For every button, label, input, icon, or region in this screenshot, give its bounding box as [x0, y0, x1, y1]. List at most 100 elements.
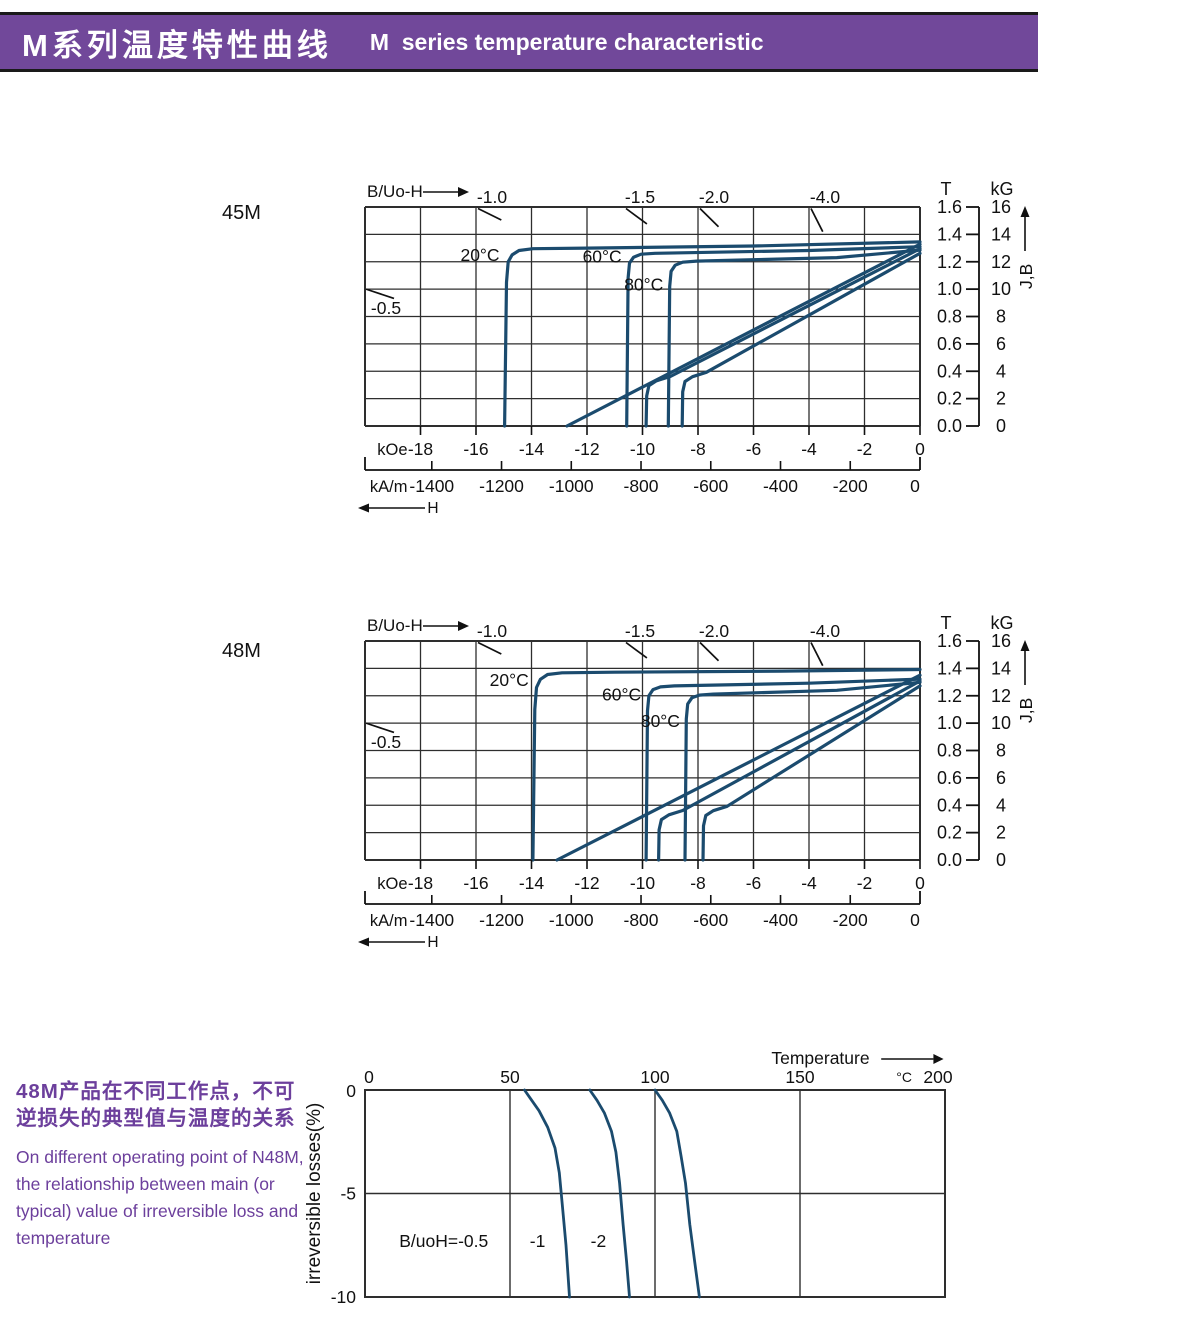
tesla-tick-label: 0.0 — [937, 850, 962, 870]
chart-grade-label-48m: 48M — [222, 640, 261, 662]
right-arrowhead — [458, 187, 469, 197]
load-line-stub — [810, 208, 824, 233]
gauss-tick-label: 12 — [991, 252, 1011, 272]
tesla-tick-label: 0.4 — [937, 361, 962, 381]
temperature-tick-label: 150 — [785, 1067, 814, 1087]
page-title-chinese: M系列温度特性曲线 — [22, 27, 332, 63]
up-arrowhead — [1020, 640, 1030, 651]
left-arrowhead — [358, 503, 369, 513]
koe-tick-label: -6 — [746, 439, 762, 459]
tesla-tick-label: 0.8 — [937, 741, 962, 761]
kam-tick-label: 0 — [910, 476, 920, 496]
demag-curve — [666, 248, 922, 428]
demag-curve — [644, 677, 922, 862]
kam-tick-label: -400 — [763, 476, 798, 496]
koe-unit-label: kOe — [377, 441, 407, 459]
tesla-tick-label: 0.2 — [937, 389, 962, 409]
temperature-tick-label: 0 — [364, 1067, 374, 1087]
tesla-tick-label: 1.4 — [937, 658, 962, 678]
koe-tick-label: -18 — [408, 873, 433, 893]
celsius-unit-label: °C — [896, 1069, 912, 1085]
koe-tick-label: -4 — [801, 439, 817, 459]
tesla-tick-label: 1.6 — [937, 197, 962, 217]
right-arrowhead — [933, 1054, 944, 1064]
left-arrowhead — [358, 937, 369, 947]
temperature-curve-label: 60°C — [583, 246, 622, 266]
load-line-label: -4.0 — [810, 187, 840, 207]
temperature-tick-label: 50 — [500, 1067, 520, 1087]
load-line-stub — [625, 207, 648, 225]
demag-curve — [701, 684, 922, 862]
koe-tick-label: -4 — [801, 873, 817, 893]
temperature-curve-label: 80°C — [624, 274, 663, 294]
kam-tick-label: -1000 — [549, 910, 594, 930]
gauss-tick-label: 0 — [996, 416, 1006, 436]
koe-tick-label: -14 — [519, 439, 545, 459]
kam-tick-label: -1200 — [479, 910, 524, 930]
tesla-tick-label: 0.2 — [937, 823, 962, 843]
kam-unit-label: kA/m — [370, 912, 408, 930]
loss-axis-label: irreversible losses(%) — [304, 1103, 325, 1285]
kam-tick-label: -200 — [833, 910, 868, 930]
koe-tick-label: 0 — [915, 873, 925, 893]
description-english: On different operating point of N48M, th… — [16, 1144, 328, 1252]
up-arrowhead — [1020, 206, 1030, 217]
gauss-tick-label: 0 — [996, 850, 1006, 870]
loss-tick-label: 0 — [346, 1081, 356, 1101]
loss-curve-label: -1 — [530, 1231, 546, 1251]
gauss-tick-label: 14 — [991, 658, 1011, 678]
loss-chart-description: 48M产品在不同工作点，不可 逆损失的典型值与温度的关系 On differen… — [16, 1078, 328, 1252]
demag-curve — [565, 242, 922, 428]
gauss-tick-label: 16 — [991, 197, 1011, 217]
loss-chart-title: Temperature — [771, 1048, 869, 1068]
kam-tick-label: -200 — [833, 476, 868, 496]
description-en-line: typical) value of irreversible loss and — [16, 1201, 299, 1221]
tesla-tick-label: 1.6 — [937, 631, 962, 651]
load-line-label: -0.5 — [371, 732, 401, 752]
gauss-tick-label: 8 — [996, 741, 1006, 761]
load-line-stub — [365, 288, 395, 300]
loss-curve-label: B/uoH=-0.5 — [399, 1231, 488, 1251]
description-en-line: On different operating point of N48M, — [16, 1147, 304, 1167]
demag-curve — [555, 673, 922, 862]
chart-grade-label-45m: 45M — [222, 202, 261, 224]
koe-tick-label: -16 — [463, 873, 488, 893]
tesla-tick-label: 0.6 — [937, 334, 962, 354]
temperature-curve-label: 20°C — [490, 670, 529, 690]
tesla-tick-label: 0.0 — [937, 416, 962, 436]
gauss-tick-label: 2 — [996, 389, 1006, 409]
gauss-tick-label: 4 — [996, 795, 1006, 815]
gauss-tick-label: 12 — [991, 686, 1011, 706]
koe-tick-label: -18 — [408, 439, 433, 459]
gauss-tick-label: 10 — [991, 279, 1011, 299]
irreversible-loss-chart: Temperature 0 50 100 150 200 °C 0 -5 -10 irreversi… — [304, 1048, 953, 1307]
demag-curve — [656, 679, 922, 862]
description-zh-line: 逆损失的典型值与温度的关系 — [16, 1107, 296, 1130]
demag-curve — [683, 680, 922, 862]
gauss-tick-label: 2 — [996, 823, 1006, 843]
gauss-tick-label: 8 — [996, 307, 1006, 327]
koe-tick-label: -8 — [690, 873, 706, 893]
bh-axis-ratio-label: B/Uo-H — [367, 616, 423, 635]
load-line-label: -4.0 — [810, 621, 840, 641]
gauss-tick-label: 6 — [996, 334, 1006, 354]
load-line-stub — [699, 641, 720, 662]
gauss-tick-label: 4 — [996, 361, 1006, 381]
koe-tick-label: -10 — [630, 873, 656, 893]
temperature-curve-label: 80°C — [641, 711, 680, 731]
demag-curve — [503, 240, 922, 428]
load-line-stub — [477, 207, 502, 221]
gauss-tick-label: 10 — [991, 713, 1011, 733]
load-line-label: -1.0 — [477, 621, 507, 641]
jb-axis-label: J,B — [1016, 698, 1036, 723]
temperature-tick-label: 100 — [640, 1067, 669, 1087]
gauss-unit-label: kG — [990, 613, 1013, 633]
kam-tick-label: -1000 — [549, 476, 594, 496]
tesla-tick-label: 1.0 — [937, 713, 962, 733]
loss-tick-label: -5 — [340, 1184, 356, 1204]
gauss-unit-label: kG — [990, 179, 1013, 199]
right-arrowhead — [458, 621, 469, 631]
load-line-stub — [810, 642, 824, 667]
description-chinese: 48M产品在不同工作点，不可 逆损失的典型值与温度的关系 — [16, 1078, 328, 1132]
